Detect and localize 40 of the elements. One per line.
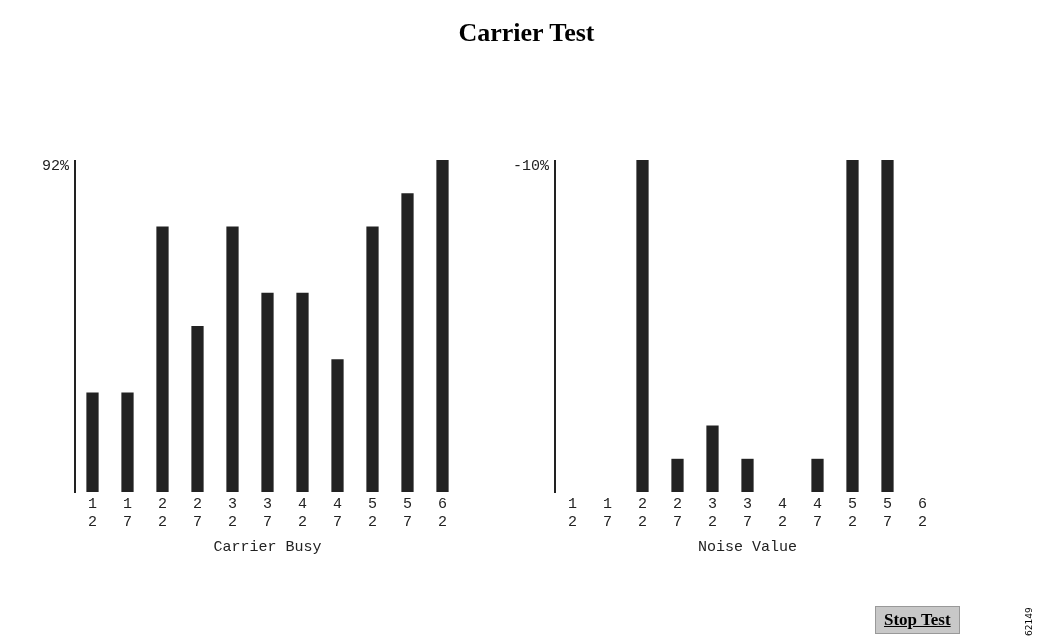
text: 62149 — [1024, 607, 1034, 636]
x-tick-label: 47 — [812, 495, 823, 531]
x-tick-label: 22 — [637, 495, 648, 531]
text: Stop Test — [875, 606, 960, 634]
bar — [191, 326, 204, 492]
x-tick-label: 37 — [262, 495, 273, 531]
x-tick-label: 22 — [157, 495, 168, 531]
bar — [86, 392, 99, 492]
text: -10% — [512, 157, 550, 175]
x-tick-label: 27 — [192, 495, 203, 531]
bar — [121, 392, 134, 492]
text: 92% — [41, 157, 70, 175]
x-tick-label: 42 — [297, 495, 308, 531]
bar — [436, 160, 449, 492]
x-tick-label: 12 — [87, 495, 98, 531]
x-tick-label: 62 — [917, 495, 928, 531]
bar — [366, 226, 379, 492]
x-axis-title: Carrier Busy — [213, 538, 322, 556]
bar — [331, 359, 344, 492]
x-tick-label: 62 — [437, 495, 448, 531]
x-tick-label: 37 — [742, 495, 753, 531]
x-tick-label: 57 — [882, 495, 893, 531]
x-tick-label: 12 — [567, 495, 578, 531]
x-axis-title: Noise Value — [697, 538, 798, 556]
x-tick-label: 32 — [707, 495, 718, 531]
x-tick-label: 27 — [672, 495, 683, 531]
x-tick-label: 42 — [777, 495, 788, 531]
bar — [226, 226, 239, 492]
x-tick-label: 17 — [122, 495, 133, 531]
x-tick-label: 47 — [332, 495, 343, 531]
x-tick-label: 32 — [227, 495, 238, 531]
x-tick-label: 52 — [367, 495, 378, 531]
x-tick-label: 52 — [847, 495, 858, 531]
bar — [401, 193, 414, 492]
bar — [261, 292, 274, 492]
x-tick-label: 57 — [402, 495, 413, 531]
bar — [156, 226, 169, 492]
x-tick-label: 17 — [602, 495, 613, 531]
text: Carrier Test — [457, 18, 596, 48]
bar — [296, 292, 309, 492]
